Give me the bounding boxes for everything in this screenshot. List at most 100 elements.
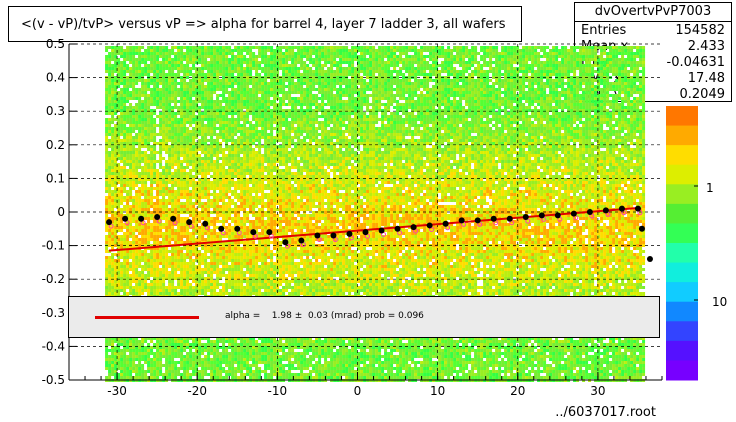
heatmap-cell <box>504 127 508 130</box>
heatmap-cell <box>210 55 214 58</box>
heatmap-cell <box>528 106 532 109</box>
heatmap-cell <box>555 112 559 115</box>
heatmap-cell <box>246 49 250 52</box>
heatmap-cell <box>618 112 622 115</box>
heatmap-cell <box>351 64 355 67</box>
heatmap-cell <box>576 97 580 100</box>
heatmap-cell <box>633 67 637 70</box>
heatmap-cell <box>555 124 559 127</box>
heatmap-cell <box>435 49 439 52</box>
heatmap-cell <box>600 52 604 55</box>
heatmap-cell <box>531 124 535 127</box>
heatmap-cell <box>360 58 364 61</box>
heatmap-cell <box>474 70 478 73</box>
heatmap-cell <box>129 127 133 130</box>
heatmap-cell <box>327 73 331 76</box>
heatmap-cell <box>318 106 322 109</box>
heatmap-cell <box>618 124 622 127</box>
heatmap-cell <box>447 85 451 88</box>
heatmap-cell <box>297 100 301 103</box>
heatmap-cell <box>591 97 595 100</box>
heatmap-cell <box>135 109 139 112</box>
heatmap-cell <box>387 106 391 109</box>
heatmap-cell <box>504 82 508 85</box>
heatmap-cell <box>339 79 343 82</box>
heatmap-cell <box>207 121 211 124</box>
heatmap-cell <box>291 58 295 61</box>
heatmap-cell <box>168 97 172 100</box>
heatmap-cell <box>579 55 583 58</box>
heatmap-cell <box>234 61 238 64</box>
heatmap-cell <box>132 79 136 82</box>
heatmap-cell <box>474 79 478 82</box>
heatmap-cell <box>540 73 544 76</box>
heatmap-cell <box>612 127 616 130</box>
heatmap-cell <box>381 64 385 67</box>
heatmap-cell <box>177 109 181 112</box>
heatmap-cell <box>174 127 178 130</box>
heatmap-cell <box>615 61 619 64</box>
heatmap-cell <box>105 55 109 58</box>
heatmap-cell <box>570 76 574 79</box>
heatmap-cell <box>447 88 451 91</box>
heatmap-cell <box>141 67 145 70</box>
heatmap-cell <box>489 127 493 130</box>
heatmap-cell <box>183 52 187 55</box>
heatmap-cell <box>510 91 514 94</box>
heatmap-cell <box>354 52 358 55</box>
heatmap-cell <box>261 103 265 106</box>
heatmap-cell <box>612 58 616 61</box>
heatmap-cell <box>510 115 514 118</box>
heatmap-cell <box>564 106 568 109</box>
heatmap-cell <box>159 100 163 103</box>
heatmap-cell <box>609 103 613 106</box>
heatmap-cell <box>369 115 373 118</box>
heatmap-cell <box>597 109 601 112</box>
heatmap-cell <box>543 118 547 121</box>
heatmap-cell <box>246 76 250 79</box>
heatmap-cell <box>567 70 571 73</box>
heatmap-cell <box>246 106 250 109</box>
heatmap-cell <box>324 124 328 127</box>
heatmap-cell <box>453 106 457 109</box>
heatmap-cell <box>219 49 223 52</box>
heatmap-cell <box>582 100 586 103</box>
heatmap-cell <box>222 133 226 136</box>
heatmap-cell <box>642 49 646 52</box>
heatmap-cell <box>441 124 445 127</box>
heatmap-cell <box>630 115 634 118</box>
heatmap-cell <box>555 70 559 73</box>
heatmap-cell <box>435 55 439 58</box>
heatmap-cell <box>339 94 343 97</box>
heatmap-cell <box>135 61 139 64</box>
heatmap-cell <box>315 97 319 100</box>
heatmap-cell <box>282 115 286 118</box>
heatmap-cell <box>435 70 439 73</box>
heatmap-cell <box>372 61 376 64</box>
heatmap-cell <box>513 82 517 85</box>
heatmap-cell <box>372 91 376 94</box>
heatmap-cell <box>423 109 427 112</box>
heatmap-cell <box>573 133 577 136</box>
heatmap-cell <box>138 97 142 100</box>
heatmap-cell <box>582 82 586 85</box>
heatmap-cell <box>420 82 424 85</box>
heatmap-cell <box>171 121 175 124</box>
heatmap-cell <box>282 130 286 133</box>
heatmap-cell <box>111 73 115 76</box>
heatmap-cell <box>129 121 133 124</box>
heatmap-cell <box>555 118 559 121</box>
heatmap-cell <box>123 103 127 106</box>
heatmap-cell <box>615 82 619 85</box>
heatmap-cell <box>561 79 565 82</box>
heatmap-cell <box>294 70 298 73</box>
heatmap-cell <box>162 121 166 124</box>
heatmap-cell <box>285 64 289 67</box>
heatmap-cell <box>399 85 403 88</box>
heatmap-cell <box>447 133 451 136</box>
heatmap-cell <box>297 103 301 106</box>
heatmap-cell <box>489 121 493 124</box>
heatmap-cell <box>321 82 325 85</box>
heatmap-cell <box>546 55 550 58</box>
heatmap-cell <box>303 103 307 106</box>
